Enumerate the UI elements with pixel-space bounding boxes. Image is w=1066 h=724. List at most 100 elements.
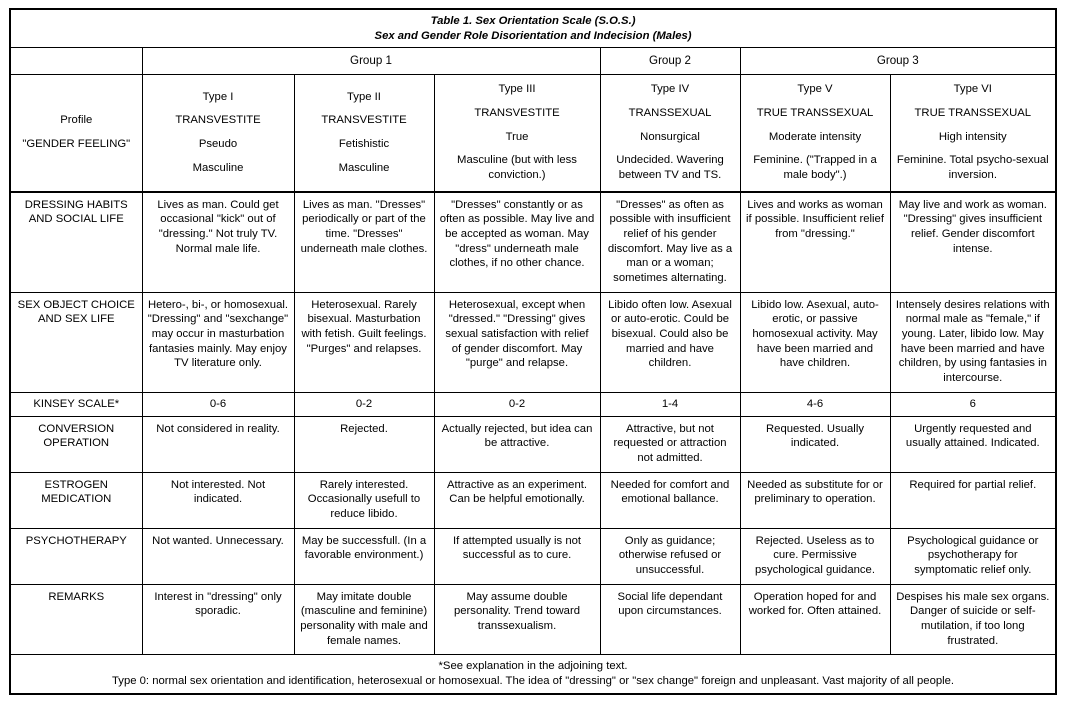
title-line-2: Sex and Gender Role Disorientation and I… [374, 29, 692, 42]
type-gender-feeling: Masculine (but with less conviction.) [457, 154, 577, 182]
row-cell: Intensely desires relations with normal … [889, 291, 1057, 393]
row-cell: Hetero-, bi-, or homosexual. "Dressing" … [141, 291, 295, 393]
row-cell: Not wanted. Unnecessary. [141, 527, 295, 585]
footnotes: *See explanation in the adjoining text. … [9, 654, 1057, 695]
row-cell: Only as guidance; otherwise refused or u… [599, 527, 741, 585]
table-row: KINSEY SCALE* 0-6 0-2 0-2 1-4 4-6 6 [9, 391, 1057, 417]
row-cell: May assume double personality. Trend tow… [433, 583, 601, 656]
type-category: TRUE TRANSSEXUAL [914, 107, 1032, 120]
row-label: CONVERSION OPERATION [9, 415, 143, 473]
profile-label-line-1: Profile [60, 114, 93, 127]
type-category: TRANSVESTITE [175, 114, 261, 127]
sex-orientation-scale-table: Table 1. Sex Orientation Scale (S.O.S.) … [9, 8, 1058, 695]
profile-cell-type-4: Type IV TRANSSEXUAL Nonsurgical Undecide… [599, 74, 741, 193]
row-cell: 0-6 [141, 391, 295, 417]
row-cell: Requested. Usually indicated. [739, 415, 891, 473]
row-cell: 0-2 [433, 391, 601, 417]
footnote-line-2: Type 0: normal sex orientation and ident… [112, 674, 955, 687]
row-cell: Rarely interested. Occasionally usefull … [293, 471, 435, 529]
profile-cell-type-6: Type VI TRUE TRANSSEXUAL High intensity … [889, 74, 1057, 193]
profile-cell-type-5: Type V TRUE TRANSSEXUAL Moderate intensi… [739, 74, 891, 193]
table-row: REMARKS Interest in "dressing" only spor… [9, 583, 1057, 656]
row-cell: Rejected. Useless as to cure. Permissive… [739, 527, 891, 585]
type-subtype: Fetishistic [338, 138, 390, 151]
type-category: TRUE TRANSSEXUAL [756, 107, 874, 120]
type-name: Type II [347, 90, 381, 103]
title-line-1: Table 1. Sex Orientation Scale (S.O.S.) [430, 15, 636, 27]
row-cell: "Dresses" constantly or as often as poss… [433, 191, 601, 293]
footnote-line-1: *See explanation in the adjoining text. [438, 660, 628, 673]
row-cell: Heterosexual. Rarely bisexual. Masturbat… [293, 291, 435, 393]
type-category: TRANSSEXUAL [628, 107, 712, 120]
row-cell: Needed for comfort and emotional ballanc… [599, 471, 741, 529]
row-label: SEX OBJECT CHOICE AND SEX LIFE [9, 291, 143, 393]
row-label: PSYCHOTHERAPY [9, 527, 143, 585]
row-cell: Lives and works as woman if possible. In… [739, 191, 891, 293]
type-subtype: Nonsurgical [640, 130, 700, 143]
type-name: Type VI [953, 83, 992, 96]
row-cell: 6 [889, 391, 1057, 417]
row-label: DRESSING HABITS AND SOCIAL LIFE [9, 191, 143, 293]
row-cell: May imitate double (masculine and femini… [293, 583, 435, 656]
profile-row-label: Profile "GENDER FEELING" [9, 74, 143, 193]
title-row: Table 1. Sex Orientation Scale (S.O.S.) … [9, 8, 1057, 49]
type-category: TRANSVESTITE [321, 114, 407, 127]
type-subtype: True [505, 130, 529, 143]
row-cell: Operation hoped for and worked for. Ofte… [739, 583, 891, 656]
row-label: REMARKS [9, 583, 143, 656]
row-cell: Despises his male sex organs. Danger of … [889, 583, 1057, 656]
type-gender-feeling: Feminine. ("Trapped in a male body".) [753, 154, 877, 182]
row-label: KINSEY SCALE* [9, 391, 143, 417]
type-name: Type IV [650, 83, 690, 96]
type-name: Type V [797, 83, 833, 96]
row-cell: Heterosexual, except when "dressed." "Dr… [433, 291, 601, 393]
footnote-row: *See explanation in the adjoining text. … [9, 654, 1057, 695]
profile-cell-type-2: Type II TRANSVESTITE Fetishistic Masculi… [293, 74, 435, 193]
row-cell: Rejected. [293, 415, 435, 473]
table-row: DRESSING HABITS AND SOCIAL LIFE Lives as… [9, 191, 1057, 293]
profile-label-line-2: "GENDER FEELING" [22, 138, 131, 151]
type-category: TRANSVESTITE [474, 107, 560, 120]
row-cell: "Dresses" as often as possible with insu… [599, 191, 741, 293]
group-header-group-2: Group 2 [599, 47, 741, 76]
row-cell: Interest in "dressing" only sporadic. [141, 583, 295, 656]
row-cell: Needed as substitute for or preliminary … [739, 471, 891, 529]
type-gender-feeling: Masculine [338, 161, 390, 174]
group-header-row: Group 1 Group 2 Group 3 [9, 47, 1057, 76]
profile-cell-type-3: Type III TRANSVESTITE True Masculine (bu… [433, 74, 601, 193]
row-cell: Attractive as an experiment. Can be help… [433, 471, 601, 529]
row-cell: Required for partial relief. [889, 471, 1057, 529]
group-header-group-3: Group 3 [739, 47, 1057, 76]
profile-row: Profile "GENDER FEELING" Type I TRANSVES… [9, 74, 1057, 193]
row-label: ESTROGEN MEDICATION [9, 471, 143, 529]
row-cell: Attractive, but not requested or attract… [599, 415, 741, 473]
row-cell: If attempted usually is not successful a… [433, 527, 601, 585]
type-name: Type I [202, 90, 234, 103]
row-cell: Libido low. Asexual, auto-erotic, or pas… [739, 291, 891, 393]
table-title: Table 1. Sex Orientation Scale (S.O.S.) … [9, 8, 1057, 49]
row-cell: May live and work as woman. "Dressing" g… [889, 191, 1057, 293]
type-gender-feeling: Masculine [192, 161, 244, 174]
table-row: PSYCHOTHERAPY Not wanted. Unnecessary. M… [9, 527, 1057, 585]
type-subtype: Pseudo [198, 138, 238, 151]
type-subtype: High intensity [938, 130, 1007, 143]
type-gender-feeling: Undecided. Wavering between TV and TS. [616, 154, 724, 182]
row-cell: Lives as man. "Dresses" periodically or … [293, 191, 435, 293]
row-cell: Social life dependant upon circumstances… [599, 583, 741, 656]
row-cell: May be successfull. (In a favorable envi… [293, 527, 435, 585]
group-header-group-1: Group 1 [141, 47, 601, 76]
row-cell: Lives as man. Could get occasional "kick… [141, 191, 295, 293]
table-row: ESTROGEN MEDICATION Not interested. Not … [9, 471, 1057, 529]
row-cell: 4-6 [739, 391, 891, 417]
row-cell: Urgently requested and usually attained.… [889, 415, 1057, 473]
row-cell: Actually rejected, but idea can be attra… [433, 415, 601, 473]
group-header-blank [9, 47, 143, 76]
row-cell: Psychological guidance or psychotherapy … [889, 527, 1057, 585]
table-row: CONVERSION OPERATION Not considered in r… [9, 415, 1057, 473]
profile-cell-type-1: Type I TRANSVESTITE Pseudo Masculine [141, 74, 295, 193]
type-subtype: Moderate intensity [768, 130, 862, 143]
table-row: SEX OBJECT CHOICE AND SEX LIFE Hetero-, … [9, 291, 1057, 393]
row-cell: Not considered in reality. [141, 415, 295, 473]
type-name: Type III [498, 83, 536, 96]
